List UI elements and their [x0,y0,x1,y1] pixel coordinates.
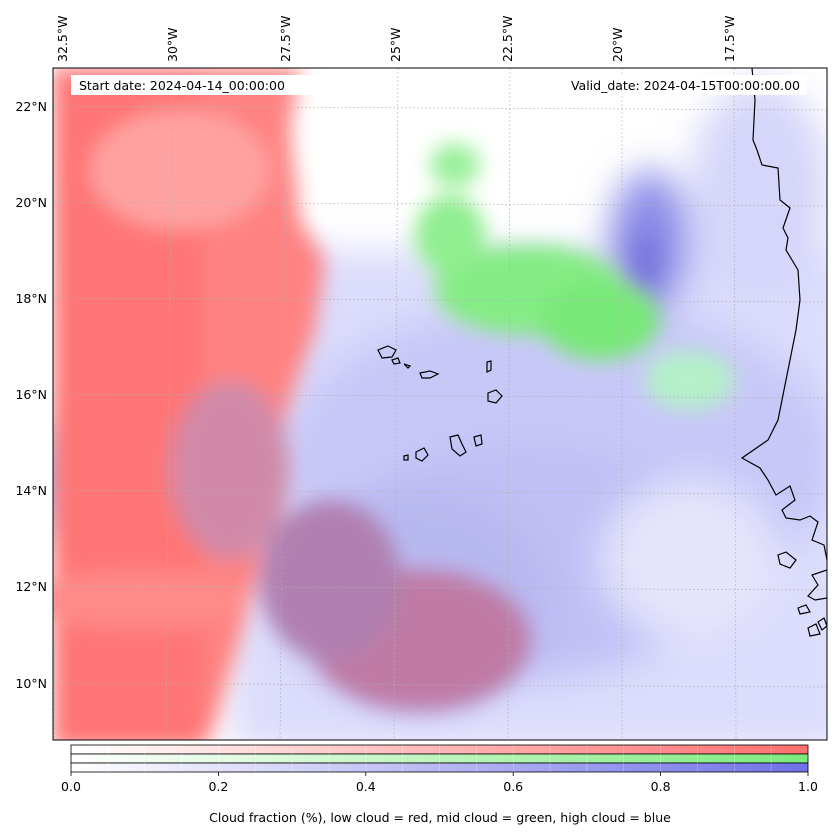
island-sao-vicente [391,357,401,365]
island-santiago [449,434,467,457]
longitude-labels: 32.5°W 30°W 27.5°W 25°W 22.5°W 20°W 17.5… [55,16,737,62]
colorbar-tick-label: 0.0 [61,779,81,794]
lat-tick-label: 22°N [15,99,47,114]
lat-tick-label: 12°N [15,579,47,594]
mid-cloud-layer [415,143,735,410]
map-panel: Start date: 2024-04-14_00:00:00 Valid_da… [53,68,827,740]
lon-tick-label: 25°W [388,27,403,62]
island-fogo [415,447,429,462]
island-sao-nicolau [419,370,440,379]
colorbar-tick-label: 0.6 [503,779,523,794]
island-santa-luzia [403,363,412,369]
colorbar-label: Cloud fraction (%), low cloud = red, mid… [209,810,671,825]
lon-tick-label: 17.5°W [722,16,737,62]
island-boa-vista [487,389,503,404]
island-sal [486,360,492,373]
lon-tick-label: 22.5°W [500,16,515,62]
lon-tick-label: 32.5°W [55,16,70,62]
graticule [53,68,827,740]
map-frame [52,67,828,741]
lat-tick-label: 18°N [15,291,47,306]
island-santo-antao [377,345,397,359]
latitude-labels: 22°N 20°N 18°N 16°N 14°N 12°N 10°N [15,99,47,691]
island-maio [473,434,483,447]
valid-date-box [537,75,807,95]
lat-tick-label: 10°N [15,676,47,691]
island-brava [403,454,409,461]
colorbar-tick-label: 1.0 [798,779,818,794]
start-date-label: Start date: 2024-04-14_00:00:00 [79,78,285,93]
lat-tick-label: 14°N [15,483,47,498]
low-cloud-layer [53,68,530,740]
colorbar-tick-label: 0.2 [208,779,228,794]
lat-tick-label: 16°N [15,387,47,402]
colorbar: 0.0 0.2 0.4 0.6 0.8 1.0 Cloud fraction (%), l… [61,744,818,825]
lon-tick-label: 30°W [165,27,180,62]
lon-tick-label: 20°W [610,27,625,62]
valid-date-label: Valid_date: 2024-04-15T00:00:00.00 [571,78,800,93]
start-date-box [71,75,371,95]
colorbar-high-bar [70,762,809,773]
lat-tick-label: 20°N [15,195,47,210]
colorbar-ticks: 0.0 0.2 0.4 0.6 0.8 1.0 [61,745,818,794]
coastline [377,68,827,637]
colorbar-tick-label: 0.8 [651,779,671,794]
colorbar-tick-label: 0.4 [356,779,376,794]
lon-tick-label: 27.5°W [278,16,293,62]
